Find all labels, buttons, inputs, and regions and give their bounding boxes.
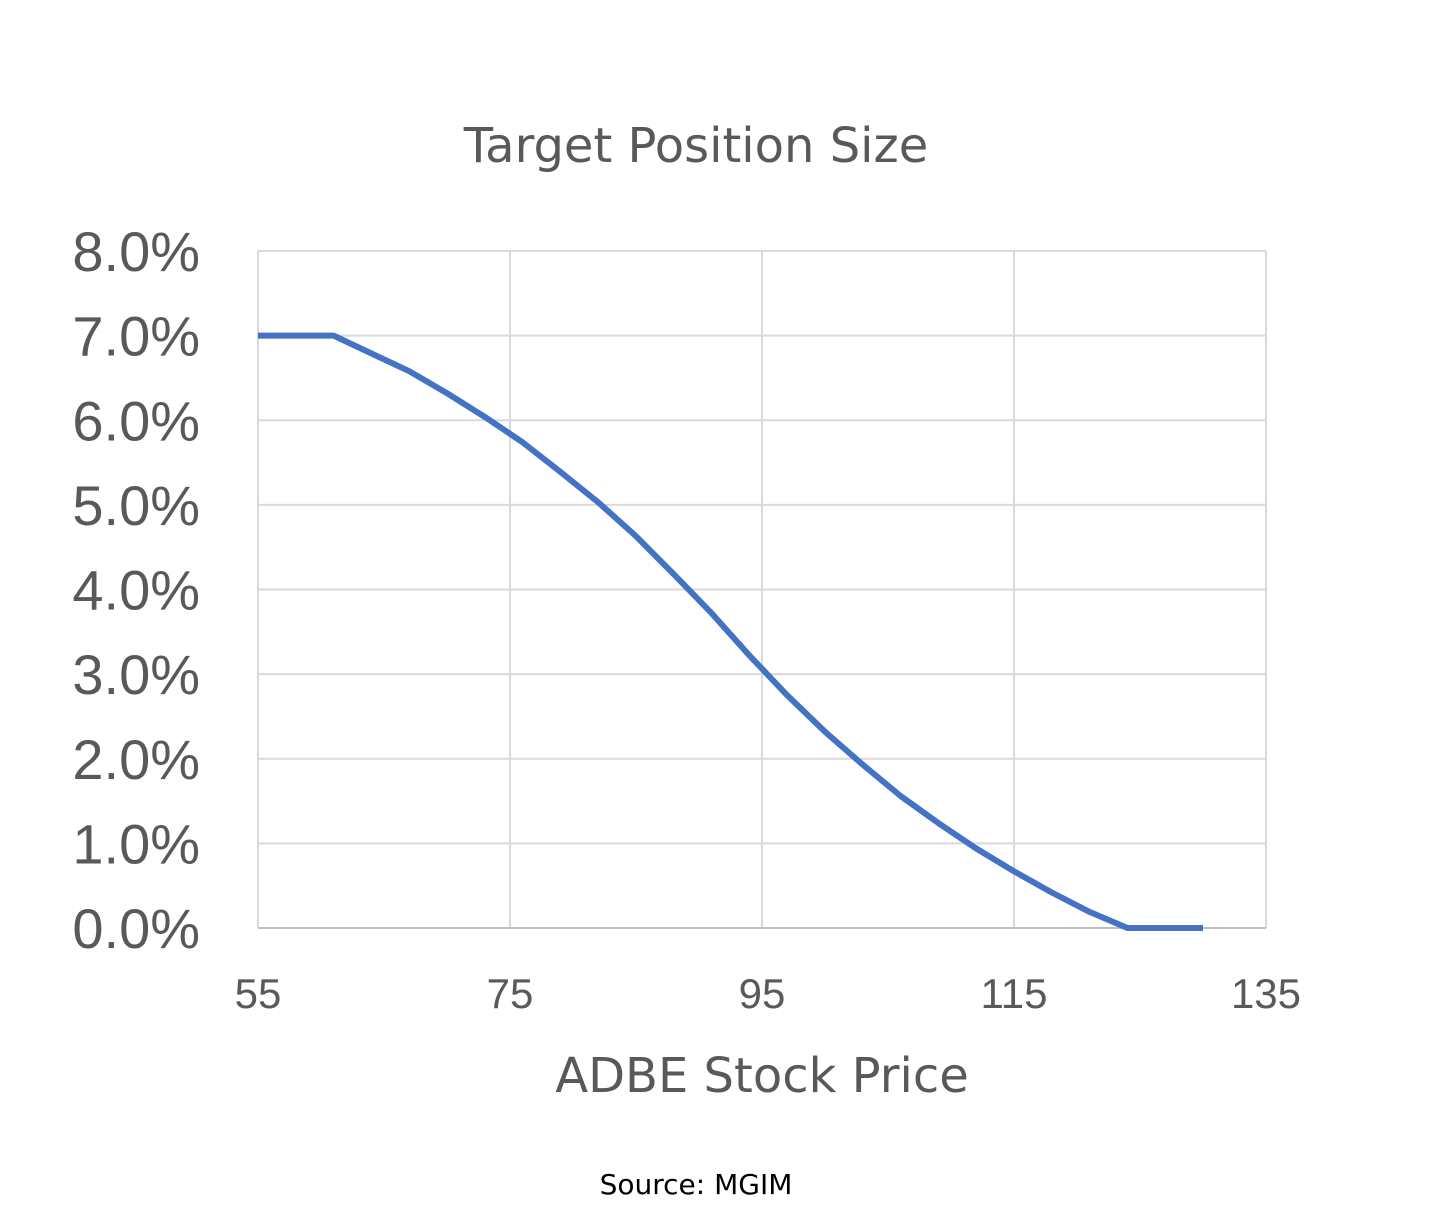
y-tick-label: 7.0%	[72, 305, 200, 368]
y-tick-label: 8.0%	[72, 220, 200, 283]
y-tick-label: 0.0%	[72, 897, 200, 960]
y-axis-ticks: 0.0% 1.0% 2.0% 3.0% 4.0% 5.0% 6.0% 7.0% 8.0%	[72, 220, 200, 960]
x-axis-ticks: 55 75 95 115 135	[235, 970, 1301, 1017]
source-note: Source: MGIM	[600, 1168, 793, 1201]
x-tick-label: 75	[487, 970, 534, 1017]
y-tick-label: 5.0%	[72, 474, 200, 537]
chart-title: Target Position Size	[463, 118, 928, 174]
x-axis-label: ADBE Stock Price	[555, 1048, 969, 1104]
y-tick-label: 4.0%	[72, 559, 200, 622]
x-tick-label: 95	[739, 970, 786, 1017]
y-tick-label: 1.0%	[72, 812, 200, 875]
series-layer	[258, 332, 1203, 931]
series-line	[258, 332, 1203, 931]
x-tick-label: 135	[1231, 970, 1301, 1017]
y-tick-label: 3.0%	[72, 643, 200, 706]
grid-layer	[257, 250, 1267, 929]
y-tick-label: 6.0%	[72, 389, 200, 452]
x-tick-label: 115	[981, 970, 1048, 1017]
x-tick-label: 55	[235, 970, 282, 1017]
y-tick-label: 2.0%	[72, 728, 200, 791]
